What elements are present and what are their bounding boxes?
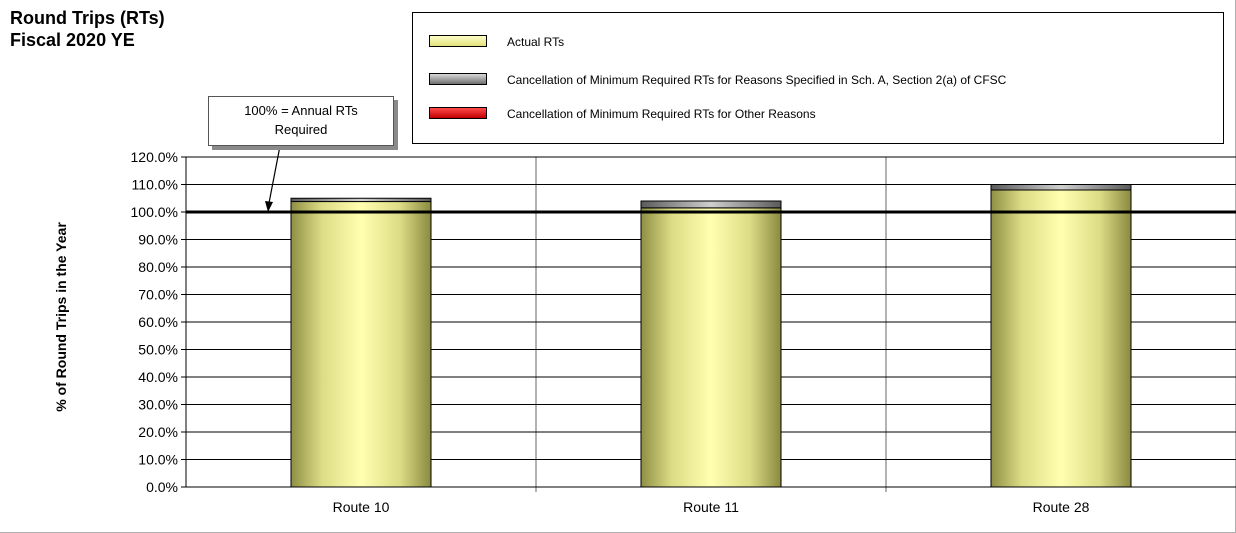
y-tick-label: 70.0% (138, 287, 178, 303)
legend-swatch-cancel-sch-a (429, 73, 487, 85)
bar-actual-rts (990, 189, 1132, 488)
legend-label-cancel-other: Cancellation of Minimum Required RTs for… (507, 107, 816, 121)
tick-labels: 0.0% 10.0% 20.0% 30.0% 40.0% 50.0% 60.0% 70.0% 8… (131, 149, 1090, 515)
legend: Actual RTs Cancellation of Minimum Requi… (412, 12, 1224, 144)
y-tick-label: 20.0% (138, 424, 178, 440)
bar-cancellation-sch-a (990, 184, 1132, 191)
legend-label-actual: Actual RTs (507, 35, 565, 49)
y-tick-label: 80.0% (138, 259, 178, 275)
x-category-label: Route 10 (333, 499, 390, 515)
annotation-arrow-line (268, 145, 281, 204)
bar-actual-rts (290, 201, 432, 488)
y-tick-label: 90.0% (138, 232, 178, 248)
y-tick-label: 60.0% (138, 314, 178, 330)
annotation-arrow-head (265, 201, 273, 212)
legend-swatch-cancel-other (429, 107, 487, 119)
y-tick-label: 50.0% (138, 342, 178, 358)
y-tick-label: 30.0% (138, 397, 178, 413)
bars (290, 184, 1132, 488)
annotation-callout: 100% = Annual RTs Required (208, 96, 394, 146)
legend-swatch-actual (429, 35, 487, 47)
chart-subtitle: Fiscal 2020 YE (10, 30, 135, 50)
annotation-line-1: 100% = Annual RTs (244, 103, 358, 118)
chart-title: Round Trips (RTs) (10, 8, 165, 28)
bar-cancellation-sch-a (290, 197, 432, 203)
x-category-label: Route 11 (683, 499, 739, 515)
y-tick-label: 40.0% (138, 369, 178, 385)
y-tick-label: 110.0% (132, 177, 178, 193)
y-tick-label: 100.0% (131, 204, 178, 220)
bar-cancellation-sch-a (640, 200, 782, 209)
x-category-label: Route 28 (1033, 499, 1090, 515)
y-tick-label: 0.0% (146, 479, 178, 495)
y-tick-label: 10.0% (138, 452, 178, 468)
legend-label-cancel-sch-a: Cancellation of Minimum Required RTs for… (507, 73, 1007, 87)
bar-actual-rts (640, 207, 782, 488)
reference-line-group (186, 145, 1236, 214)
y-tick-label: 120.0% (131, 149, 178, 165)
annotation-line-2: Required (274, 122, 328, 137)
